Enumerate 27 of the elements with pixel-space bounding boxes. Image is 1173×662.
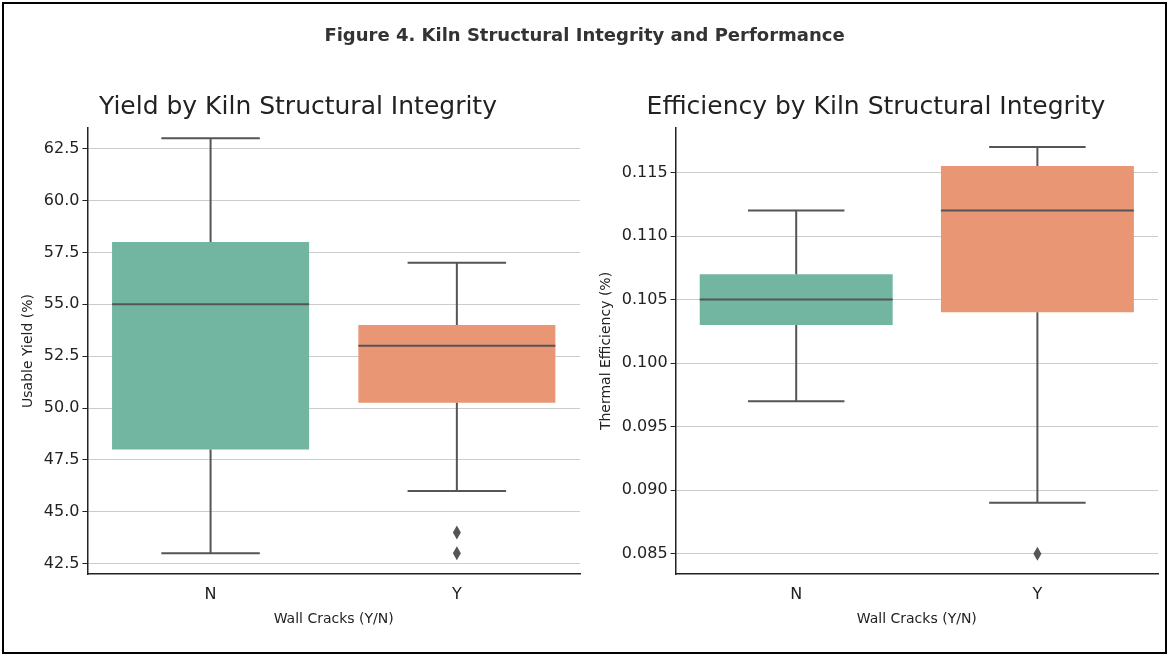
y-tick-label: 0.100 bbox=[621, 352, 668, 372]
x-tick-label: Y bbox=[1031, 583, 1043, 603]
y-tick-label: 45.0 bbox=[43, 500, 80, 520]
x-tick-label: Y bbox=[450, 583, 462, 603]
y-tick-label: 55.0 bbox=[43, 293, 80, 313]
y-tick-label: 57.5 bbox=[43, 241, 80, 261]
y-tick-label: 60.0 bbox=[43, 189, 80, 209]
y-tick-label: 50.0 bbox=[43, 397, 80, 417]
y-tick-label: 47.5 bbox=[43, 449, 80, 469]
y-tick-label: 0.115 bbox=[621, 161, 668, 181]
y-tick-label: 52.5 bbox=[43, 345, 80, 365]
x-axis-title: Wall Cracks (Y/N) bbox=[273, 610, 394, 627]
chart-title: Efficiency by Kiln Structural Integrity bbox=[646, 90, 1106, 120]
y-tick-label: 0.105 bbox=[621, 288, 668, 308]
x-tick-label: N bbox=[790, 583, 803, 603]
y-tick-label: 0.110 bbox=[621, 225, 668, 245]
y-tick-label: 0.095 bbox=[621, 415, 668, 435]
caption: Figure 4. Kiln Structural Integrity and Performance bbox=[323, 24, 846, 45]
y-axis-title: Usable Yield (%) bbox=[19, 294, 36, 408]
y-tick-label: 42.5 bbox=[43, 552, 80, 572]
y-tick-label: 0.090 bbox=[621, 479, 668, 499]
chart-title: Yield by Kiln Structural Integrity bbox=[98, 90, 498, 120]
y-tick-label: 0.085 bbox=[621, 542, 668, 562]
y-tick-label: 62.5 bbox=[43, 137, 80, 157]
y-axis-title: Thermal Efficiency (%) bbox=[597, 271, 614, 432]
x-axis-title: Wall Cracks (Y/N) bbox=[856, 610, 977, 627]
x-tick-label: N bbox=[204, 583, 217, 603]
